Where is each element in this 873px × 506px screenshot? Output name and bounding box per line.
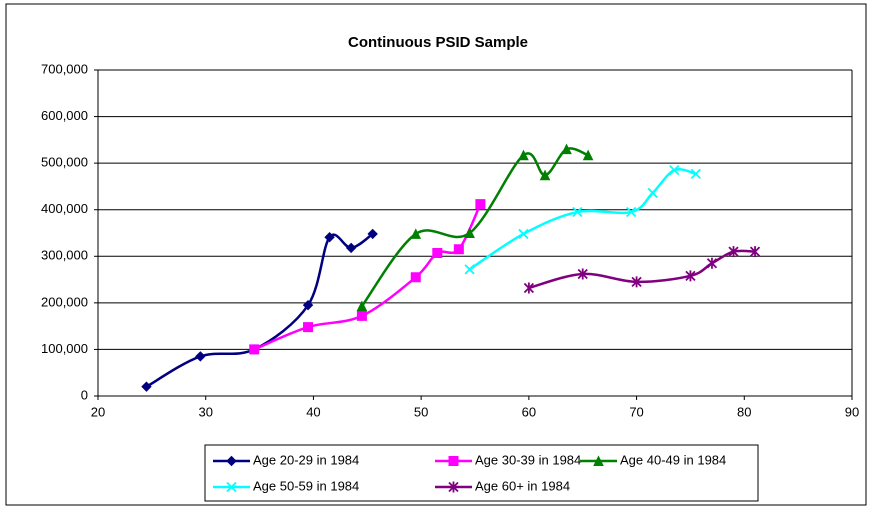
marker bbox=[728, 246, 739, 258]
marker bbox=[367, 228, 378, 240]
legend-label: Age 60+ in 1984 bbox=[475, 478, 570, 493]
legend-label: Age 40-49 in 1984 bbox=[620, 452, 726, 467]
marker bbox=[518, 228, 529, 240]
marker bbox=[226, 481, 237, 493]
y-tick-label: 100,000 bbox=[41, 341, 88, 356]
marker bbox=[303, 322, 314, 333]
marker bbox=[690, 168, 701, 179]
marker bbox=[749, 246, 761, 258]
chart-title: Continuous PSID Sample bbox=[348, 34, 528, 51]
y-tick-label: 300,000 bbox=[41, 248, 88, 263]
marker bbox=[577, 268, 588, 280]
marker bbox=[593, 455, 604, 466]
y-tick-label: 700,000 bbox=[41, 61, 88, 76]
marker bbox=[356, 310, 367, 321]
x-tick-label: 30 bbox=[198, 404, 212, 419]
x-tick-label: 20 bbox=[91, 404, 105, 419]
x-tick-label: 40 bbox=[306, 404, 320, 419]
marker bbox=[448, 456, 459, 466]
x-tick-label: 80 bbox=[737, 404, 751, 419]
marker bbox=[432, 248, 443, 259]
x-tick-label: 60 bbox=[522, 404, 536, 419]
marker bbox=[141, 381, 152, 392]
legend-label: Age 50-59 in 1984 bbox=[253, 478, 359, 493]
legend-label: Age 30-39 in 1984 bbox=[475, 452, 581, 467]
x-tick-label: 50 bbox=[414, 404, 428, 419]
marker bbox=[249, 344, 260, 355]
marker bbox=[523, 282, 534, 294]
marker bbox=[464, 227, 475, 238]
marker bbox=[226, 455, 237, 467]
marker bbox=[345, 242, 357, 254]
x-tick-label: 90 bbox=[845, 404, 859, 419]
marker bbox=[647, 187, 658, 199]
marker bbox=[302, 299, 314, 311]
marker bbox=[448, 481, 459, 493]
marker bbox=[464, 264, 475, 275]
legend-label: Age 20-29 in 1984 bbox=[253, 452, 359, 467]
marker bbox=[324, 231, 335, 243]
marker bbox=[195, 351, 206, 362]
y-tick-label: 0 bbox=[81, 387, 88, 402]
marker bbox=[453, 244, 464, 255]
marker bbox=[356, 300, 368, 312]
x-tick-label: 70 bbox=[629, 404, 643, 419]
y-tick-label: 200,000 bbox=[41, 294, 88, 309]
marker bbox=[410, 228, 422, 239]
y-tick-label: 400,000 bbox=[41, 201, 88, 216]
y-tick-label: 600,000 bbox=[41, 108, 88, 123]
legend-box bbox=[204, 444, 759, 502]
marker bbox=[582, 149, 594, 161]
marker bbox=[572, 206, 583, 218]
marker bbox=[626, 206, 637, 218]
marker bbox=[475, 199, 486, 210]
marker bbox=[706, 257, 718, 269]
marker bbox=[631, 276, 642, 288]
marker bbox=[410, 272, 421, 283]
marker bbox=[539, 169, 551, 181]
marker bbox=[561, 143, 572, 155]
marker bbox=[518, 149, 529, 161]
marker bbox=[669, 164, 680, 176]
y-tick-label: 500,000 bbox=[41, 155, 88, 170]
marker bbox=[685, 270, 696, 282]
